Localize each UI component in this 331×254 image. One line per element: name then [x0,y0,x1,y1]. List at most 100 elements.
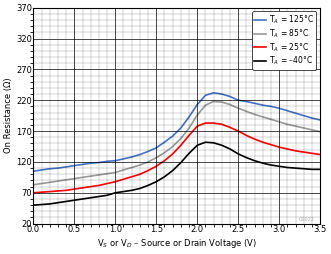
T$_A$ = 25°C [146,169,150,172]
T$_A$ = –40°C [187,152,191,155]
T$_A$ = 85°C [154,156,158,159]
T$_A$ = 85°C [187,126,191,130]
T$_A$ = –40°C [228,148,232,151]
T$_A$ = –40°C [154,180,158,183]
T$_A$ = –40°C [130,189,134,192]
T$_A$ = –40°C [31,204,35,207]
T$_A$ = 125°C [179,126,183,130]
T$_A$ = 25°C [113,180,117,183]
T$_A$ = 125°C [195,103,199,106]
T$_A$ = 125°C [171,135,175,138]
T$_A$ = –40°C [121,190,125,193]
T$_A$ = –40°C [72,199,76,202]
T$_A$ = 125°C [64,165,68,168]
T$_A$ = 125°C [294,112,298,115]
T$_A$ = –40°C [212,141,215,144]
T$_A$ = –40°C [56,201,60,204]
T$_A$ = 85°C [146,161,150,164]
T$_A$ = –40°C [302,167,306,170]
Text: C0022: C0022 [299,216,314,221]
Line: T$_A$ = 85°C: T$_A$ = 85°C [33,101,320,185]
T$_A$ = 125°C [302,114,306,117]
T$_A$ = 25°C [261,141,265,144]
T$_A$ = 25°C [212,122,215,125]
T$_A$ = 85°C [245,110,249,113]
T$_A$ = –40°C [236,152,240,155]
T$_A$ = 25°C [154,165,158,168]
T$_A$ = 125°C [212,91,215,94]
T$_A$ = –40°C [97,195,101,198]
Y-axis label: On Resistance (Ω): On Resistance (Ω) [4,78,13,153]
T$_A$ = 85°C [80,176,84,179]
T$_A$ = 25°C [64,189,68,192]
T$_A$ = –40°C [48,202,52,205]
T$_A$ = 25°C [97,184,101,187]
T$_A$ = –40°C [253,159,257,162]
T$_A$ = 25°C [228,126,232,129]
T$_A$ = –40°C [39,203,43,206]
T$_A$ = 85°C [261,115,265,118]
T$_A$ = 25°C [220,123,224,126]
T$_A$ = –40°C [285,166,289,169]
T$_A$ = 85°C [204,104,208,107]
T$_A$ = 25°C [253,138,257,141]
T$_A$ = 85°C [302,126,306,130]
T$_A$ = 125°C [318,118,322,121]
T$_A$ = –40°C [146,184,150,187]
T$_A$ = 125°C [121,157,125,160]
T$_A$ = –40°C [277,165,281,168]
T$_A$ = 85°C [39,182,43,185]
T$_A$ = 25°C [204,122,208,125]
T$_A$ = 25°C [130,175,134,178]
T$_A$ = 125°C [261,104,265,107]
T$_A$ = 85°C [138,164,142,167]
T$_A$ = –40°C [245,156,249,159]
T$_A$ = 25°C [277,146,281,149]
T$_A$ = 25°C [56,189,60,193]
T$_A$ = 85°C [130,166,134,169]
T$_A$ = –40°C [195,144,199,147]
T$_A$ = 85°C [48,181,52,184]
T$_A$ = 85°C [212,100,215,103]
T$_A$ = –40°C [89,196,93,199]
T$_A$ = 85°C [105,172,109,175]
T$_A$ = 125°C [245,100,249,103]
T$_A$ = 125°C [220,92,224,96]
T$_A$ = 125°C [269,105,273,108]
T$_A$ = 125°C [228,95,232,98]
T$_A$ = 25°C [195,125,199,128]
T$_A$ = 25°C [31,191,35,194]
T$_A$ = 85°C [31,183,35,186]
T$_A$ = 125°C [130,155,134,158]
T$_A$ = 125°C [56,167,60,170]
Line: T$_A$ = 25°C: T$_A$ = 25°C [33,123,320,193]
T$_A$ = 85°C [97,173,101,177]
T$_A$ = –40°C [294,167,298,170]
T$_A$ = 25°C [80,186,84,189]
T$_A$ = 125°C [146,150,150,153]
T$_A$ = 25°C [121,178,125,181]
T$_A$ = –40°C [179,161,183,164]
T$_A$ = 85°C [228,103,232,106]
T$_A$ = 125°C [39,168,43,171]
T$_A$ = 125°C [154,146,158,149]
T$_A$ = 85°C [269,118,273,121]
T$_A$ = 125°C [277,107,281,110]
T$_A$ = –40°C [318,168,322,171]
T$_A$ = –40°C [171,169,175,172]
T$_A$ = 125°C [113,159,117,162]
T$_A$ = 25°C [48,190,52,193]
T$_A$ = 85°C [64,178,68,181]
T$_A$ = 85°C [56,180,60,183]
T$_A$ = –40°C [204,141,208,144]
T$_A$ = 85°C [318,130,322,133]
T$_A$ = 125°C [310,117,314,120]
T$_A$ = 85°C [220,101,224,104]
T$_A$ = 25°C [179,144,183,147]
T$_A$ = 85°C [277,120,281,123]
T$_A$ = 25°C [285,148,289,151]
T$_A$ = –40°C [163,175,166,178]
T$_A$ = 85°C [195,114,199,117]
T$_A$ = 85°C [253,113,257,116]
T$_A$ = 125°C [253,102,257,105]
